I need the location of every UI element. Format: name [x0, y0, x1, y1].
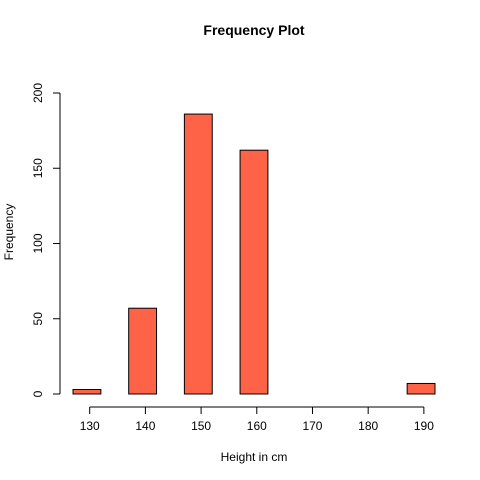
x-tick-label-2: 150 [191, 419, 211, 433]
y-tick-label-0: 0 [31, 390, 45, 397]
bar-0 [72, 388, 102, 395]
bar-3 [239, 149, 269, 395]
bar-2 [183, 113, 213, 395]
x-tick-label-3: 160 [247, 419, 267, 433]
chart-title: Frequency Plot [203, 22, 304, 38]
bars-group [72, 113, 436, 395]
x-tick-label-4: 170 [302, 419, 322, 433]
bar-4 [406, 382, 436, 395]
y-axis: 0 50 100 150 200 [31, 83, 61, 397]
x-tick-label-5: 180 [358, 419, 378, 433]
bar-1 [128, 307, 158, 395]
y-axis-label: Frequency [2, 204, 16, 261]
x-axis: 130 140 150 160 170 180 190 [80, 406, 434, 433]
x-tick-label-6: 190 [414, 419, 434, 433]
x-tick-label-0: 130 [80, 419, 100, 433]
y-tick-label-1: 50 [31, 312, 45, 326]
x-tick-label-1: 140 [135, 419, 155, 433]
y-tick-label-4: 200 [31, 83, 45, 103]
x-axis-label: Height in cm [221, 450, 288, 464]
y-tick-label-3: 150 [31, 158, 45, 178]
y-tick-label-2: 100 [31, 233, 45, 253]
